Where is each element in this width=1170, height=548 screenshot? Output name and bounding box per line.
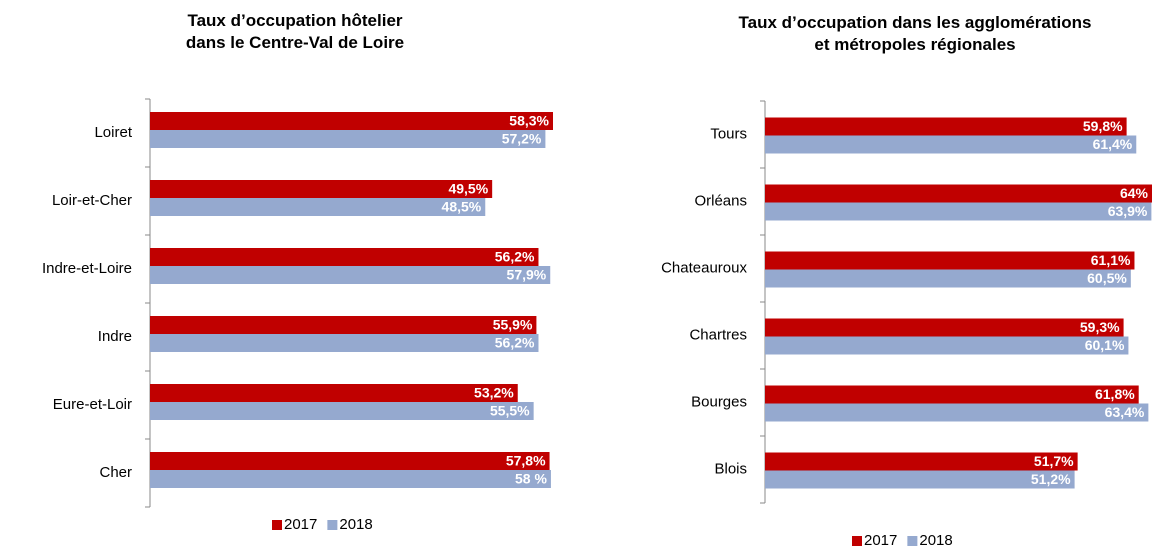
bar [765, 403, 1149, 422]
category-label: Indre-et-Loire [42, 260, 132, 277]
legend-swatch [907, 536, 918, 546]
bar [765, 135, 1137, 154]
bar [150, 402, 534, 420]
bar [150, 316, 537, 334]
bar [765, 452, 1078, 471]
bar [765, 269, 1131, 288]
value-label: 63,4% [1105, 404, 1145, 420]
category-label: Chartres [689, 326, 747, 343]
value-label: 55,5% [490, 403, 530, 419]
bar [150, 112, 553, 130]
category-label: Tours [710, 125, 747, 142]
value-label: 61,1% [1091, 252, 1131, 268]
bar [765, 251, 1135, 270]
category-label: Orléans [694, 192, 747, 209]
value-label: 59,8% [1083, 118, 1123, 134]
bar [765, 202, 1152, 221]
bar [765, 184, 1152, 203]
value-label: 61,8% [1095, 386, 1135, 402]
category-label: Bourges [691, 393, 747, 410]
category-label: Indre [98, 328, 132, 345]
bar [765, 117, 1127, 136]
bar [150, 384, 518, 402]
value-label: 55,9% [493, 317, 533, 333]
value-label: 51,2% [1031, 471, 1071, 487]
value-label: 61,4% [1093, 136, 1133, 152]
value-label: 51,7% [1034, 453, 1074, 469]
value-label: 56,2% [495, 335, 535, 351]
value-label: 58,3% [509, 113, 549, 129]
value-label: 57,9% [507, 267, 547, 283]
category-label: Eure-et-Loir [53, 396, 132, 413]
bar [150, 470, 551, 488]
value-label: 49,5% [448, 181, 488, 197]
value-label: 58 % [515, 471, 547, 487]
legend-swatch [852, 536, 862, 546]
chart: Tours 59,8% 61,4% Orléans 64% 63,9% Chateaurou… [661, 100, 1152, 548]
chart: Loiret 58,3% 57,2% Loir-et-Cher 49,5% 48,5% In… [42, 98, 553, 533]
bar [150, 180, 493, 198]
value-label: 57,2% [502, 131, 542, 147]
bar [150, 130, 546, 148]
bar [765, 336, 1129, 355]
category-label: Cher [99, 464, 132, 481]
value-label: 56,2% [495, 249, 535, 265]
legend-label: 2018 [919, 532, 952, 548]
value-label: 64% [1120, 185, 1149, 201]
legend-label: 2017 [864, 532, 897, 548]
bar [150, 452, 550, 470]
category-label: Loiret [94, 124, 132, 141]
bar [150, 198, 486, 216]
bar [150, 248, 539, 266]
value-label: 53,2% [474, 385, 514, 401]
bar [765, 385, 1139, 404]
bar [765, 318, 1124, 337]
legend-swatch [272, 520, 282, 530]
category-label: Blois [714, 460, 747, 477]
value-label: 60,5% [1087, 270, 1127, 286]
value-label: 57,8% [506, 453, 546, 469]
legend-label: 2017 [284, 516, 317, 533]
legend-swatch [327, 520, 338, 530]
category-label: Loir-et-Cher [52, 192, 132, 209]
value-label: 59,3% [1080, 319, 1120, 335]
bar [765, 470, 1075, 489]
bar [150, 334, 539, 352]
value-label: 63,9% [1108, 203, 1148, 219]
bar [150, 266, 551, 284]
category-label: Chateauroux [661, 259, 747, 276]
value-label: 48,5% [442, 199, 482, 215]
chart-title: Taux d’occupation hôtelier dans le Centr… [185, 11, 405, 52]
chart-title: Taux d’occupation dans les agglomération… [738, 13, 1092, 54]
legend-label: 2018 [339, 516, 372, 533]
value-label: 60,1% [1085, 337, 1125, 353]
